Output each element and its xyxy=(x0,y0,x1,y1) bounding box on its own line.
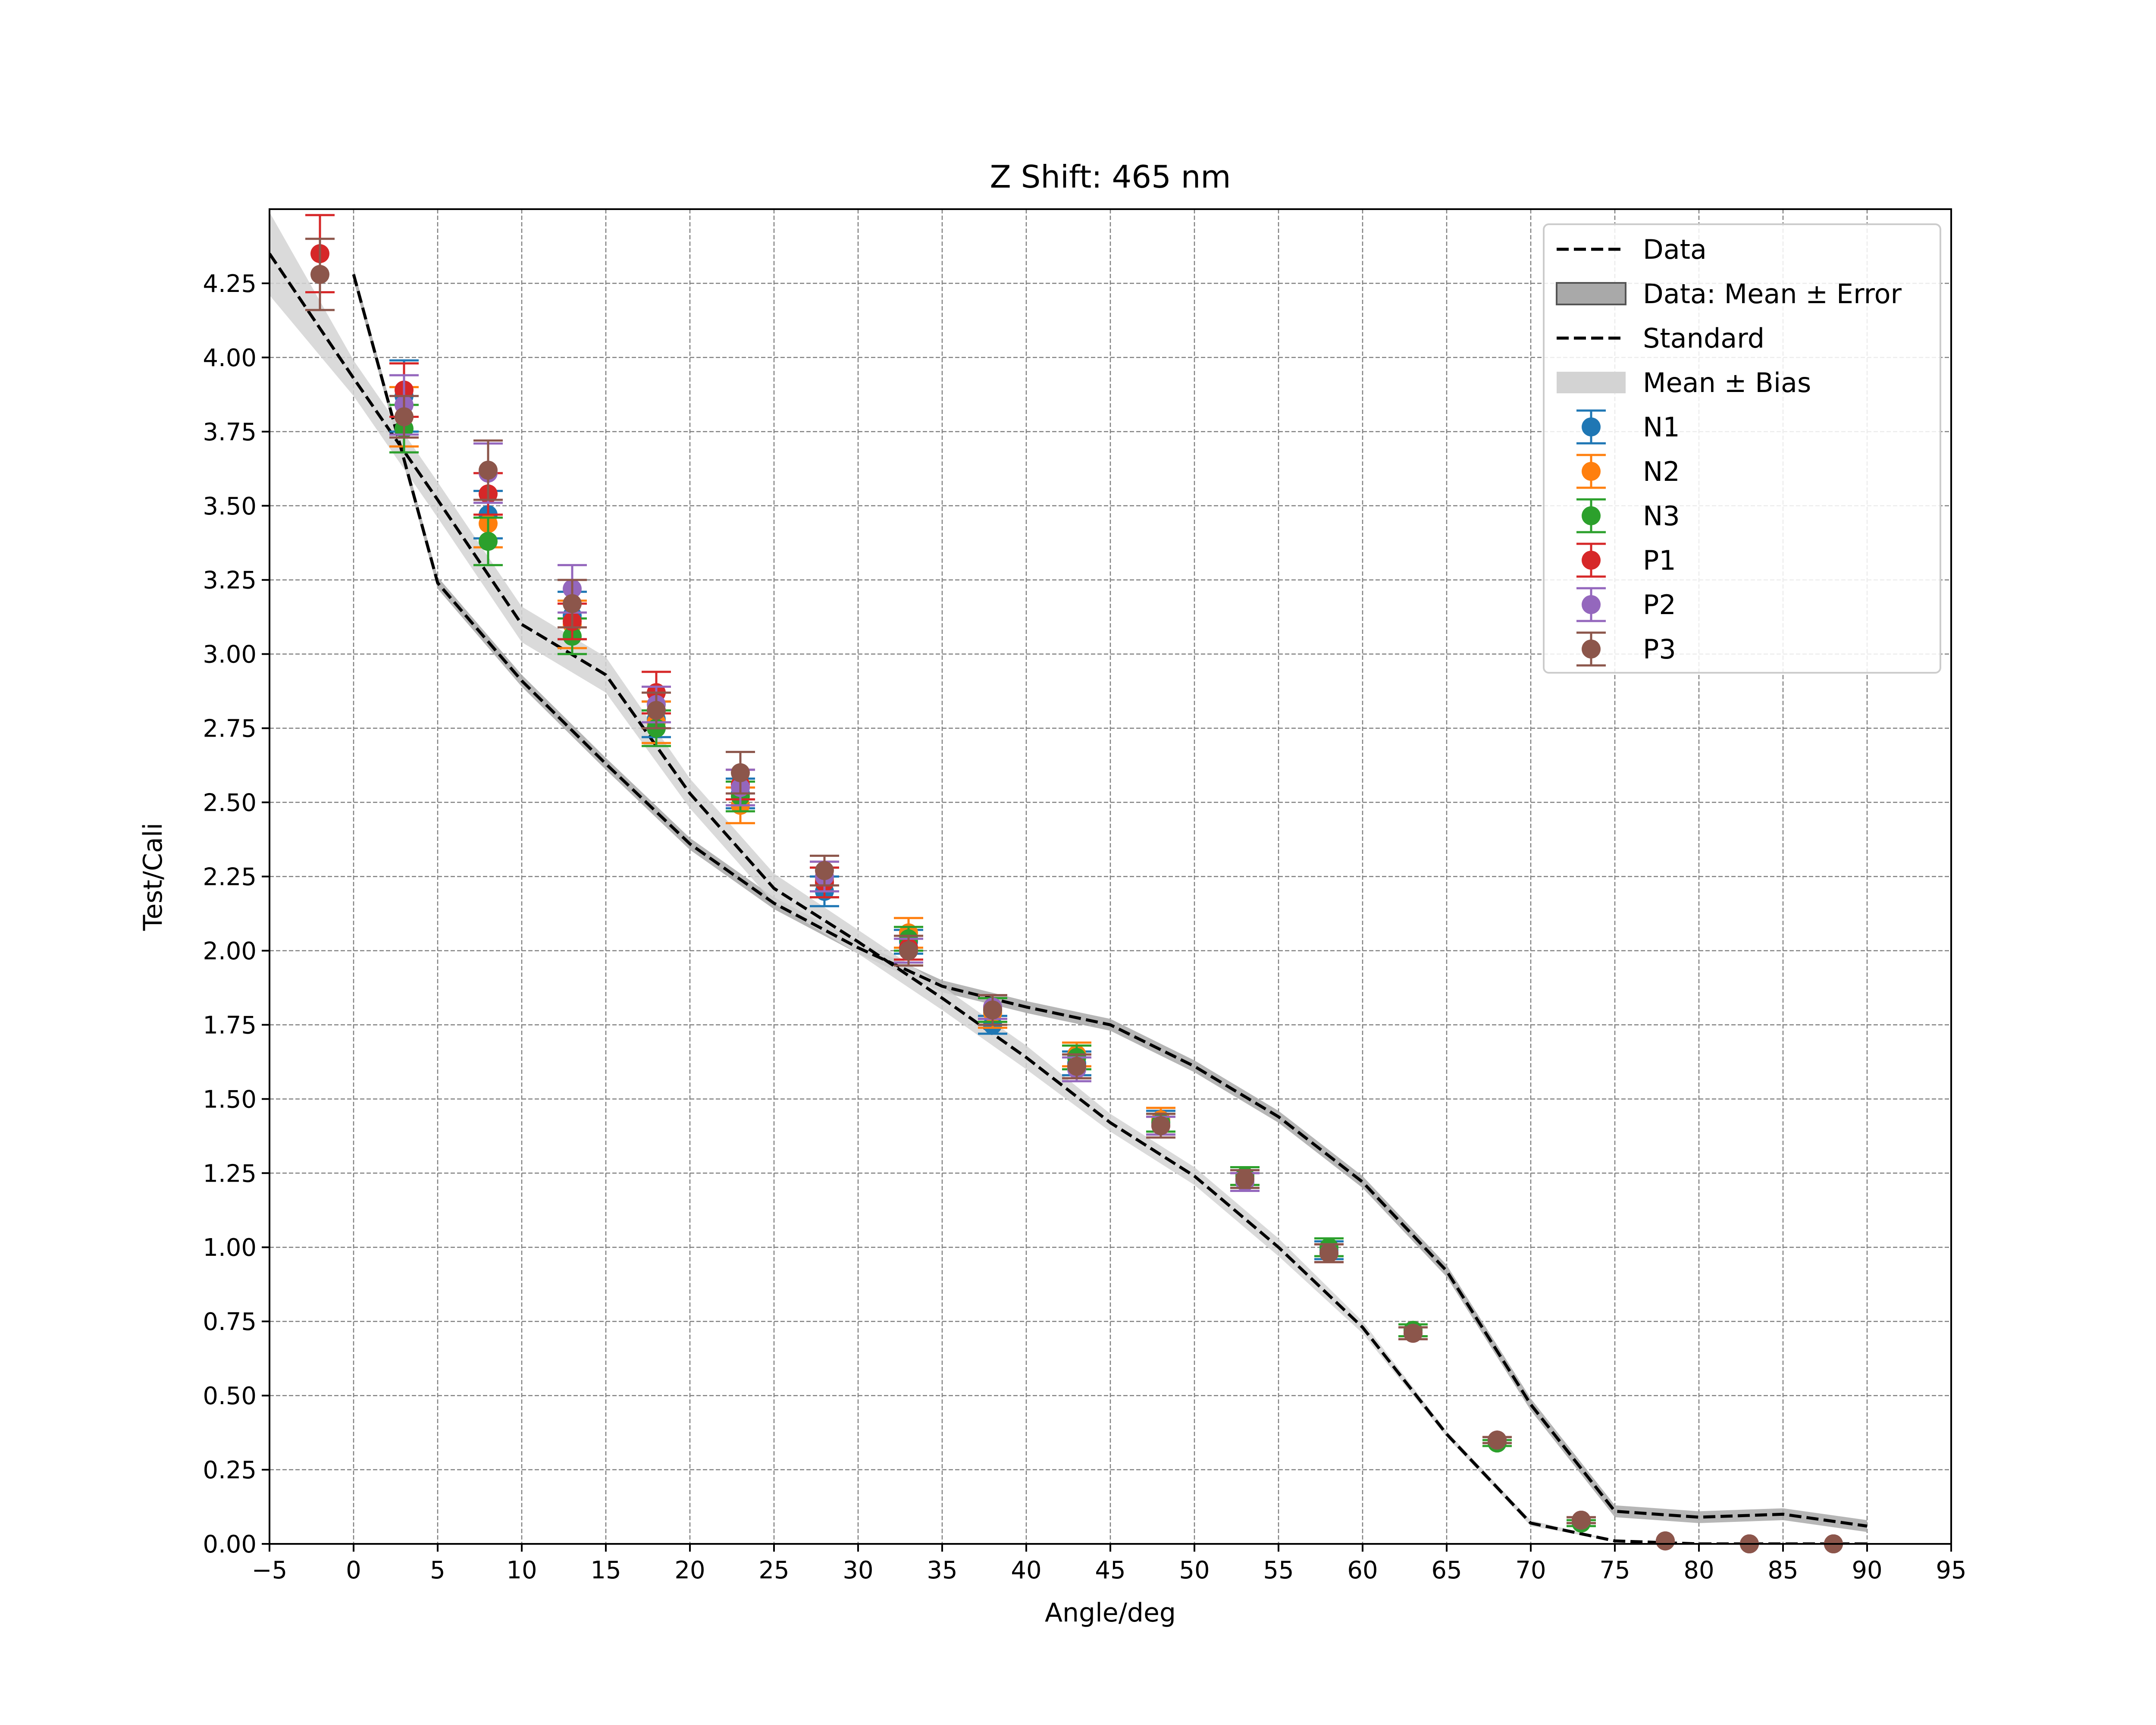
x-tick-label: 75 xyxy=(1599,1556,1630,1584)
legend-label: Data xyxy=(1643,234,1707,265)
legend-label: Mean ± Bias xyxy=(1643,367,1811,398)
data-point xyxy=(1572,1510,1591,1530)
data-point xyxy=(983,1000,1002,1019)
data-point xyxy=(479,532,498,551)
data-point xyxy=(1488,1430,1507,1450)
x-tick-label: 70 xyxy=(1515,1556,1546,1584)
y-tick-label: 2.00 xyxy=(203,937,257,965)
y-tick-label: 0.50 xyxy=(203,1382,257,1410)
y-tick-label: 1.75 xyxy=(203,1011,257,1039)
data-point xyxy=(1656,1531,1675,1551)
data-point xyxy=(1319,1243,1338,1263)
legend-swatch-marker xyxy=(1582,640,1601,659)
y-tick-label: 2.75 xyxy=(203,715,257,743)
chart-title: Z Shift: 465 nm xyxy=(990,159,1231,195)
legend-swatch-marker xyxy=(1582,595,1601,614)
measurement-points xyxy=(305,214,1843,1553)
data-point xyxy=(647,701,666,720)
series-P3 xyxy=(305,238,1843,1553)
data-point xyxy=(310,265,329,284)
x-tick-label: 95 xyxy=(1936,1556,1966,1584)
line-series-1 xyxy=(270,253,1867,1544)
legend-label: N1 xyxy=(1643,411,1680,443)
y-tick-label: 0.00 xyxy=(203,1531,257,1559)
legend-label: N2 xyxy=(1643,456,1680,487)
data-point xyxy=(1404,1324,1423,1343)
data-point xyxy=(563,594,582,613)
x-tick-label: 10 xyxy=(506,1556,537,1584)
x-tick-label: 30 xyxy=(843,1556,873,1584)
y-tick-label: 3.75 xyxy=(203,418,257,446)
x-tick-label: 35 xyxy=(927,1556,957,1584)
legend-label: P3 xyxy=(1643,634,1676,665)
x-tick-label: 85 xyxy=(1767,1556,1798,1584)
y-tick-label: 4.00 xyxy=(203,344,257,372)
axis-ticks: −5 0 5 10 15 20 25 30 35 40 45 50 55 60 65 70 75 80 85 90 95… xyxy=(203,270,1966,1584)
legend-swatch-band xyxy=(1557,372,1626,393)
x-tick-label: 60 xyxy=(1347,1556,1378,1584)
legend-label: P2 xyxy=(1643,589,1676,621)
legend-swatch-marker xyxy=(1582,462,1601,481)
x-tick-label: 40 xyxy=(1011,1556,1041,1584)
reference-lines xyxy=(270,253,1868,1544)
legend-label: Standard xyxy=(1643,323,1764,354)
x-tick-label: 0 xyxy=(346,1556,361,1584)
y-tick-label: 0.75 xyxy=(203,1308,257,1336)
legend: Data Data: Mean ± Error Standard Mean ± Bia… xyxy=(1543,223,1941,674)
y-axis-label: Test/Cali xyxy=(138,823,168,931)
x-axis-label: Angle/deg xyxy=(1045,1598,1176,1628)
x-tick-label: 45 xyxy=(1095,1556,1125,1584)
legend-swatch-marker xyxy=(1582,551,1601,570)
legend-swatch-marker xyxy=(1582,417,1601,436)
data-point xyxy=(1067,1057,1086,1076)
y-tick-label: 2.50 xyxy=(203,789,257,817)
y-tick-label: 1.00 xyxy=(203,1234,257,1262)
legend-swatch-band xyxy=(1556,282,1626,305)
line-series-0 xyxy=(352,274,1868,1528)
x-tick-label: 25 xyxy=(758,1556,789,1584)
x-tick-label: 5 xyxy=(430,1556,445,1584)
y-tick-label: 3.50 xyxy=(203,492,257,521)
y-tick-label: 2.25 xyxy=(203,863,257,891)
x-tick-label: 50 xyxy=(1179,1556,1210,1584)
x-tick-label: 65 xyxy=(1431,1556,1462,1584)
data-point xyxy=(899,941,918,960)
x-tick-label: 55 xyxy=(1263,1556,1294,1584)
legend-swatch-marker xyxy=(1582,506,1601,525)
y-tick-label: 0.25 xyxy=(203,1456,257,1484)
y-tick-label: 1.50 xyxy=(203,1085,257,1113)
x-tick-label: −5 xyxy=(252,1556,288,1584)
x-tick-label: 20 xyxy=(674,1556,705,1584)
legend-box xyxy=(1543,223,1941,674)
data-point xyxy=(815,861,834,880)
x-tick-label: 90 xyxy=(1852,1556,1882,1584)
legend-label: P1 xyxy=(1643,545,1676,576)
data-point xyxy=(395,407,414,427)
legend-label: Data: Mean ± Error xyxy=(1643,278,1902,310)
x-tick-label: 80 xyxy=(1683,1556,1714,1584)
data-point xyxy=(479,461,498,480)
y-tick-label: 3.25 xyxy=(203,567,257,595)
data-point xyxy=(1151,1116,1170,1135)
legend-label: N3 xyxy=(1643,500,1680,532)
data-point xyxy=(1235,1170,1254,1189)
y-tick-label: 4.25 xyxy=(203,270,257,298)
data-point xyxy=(731,763,750,782)
x-tick-label: 15 xyxy=(590,1556,621,1584)
y-tick-label: 3.00 xyxy=(203,641,257,669)
y-tick-label: 1.25 xyxy=(203,1160,257,1188)
